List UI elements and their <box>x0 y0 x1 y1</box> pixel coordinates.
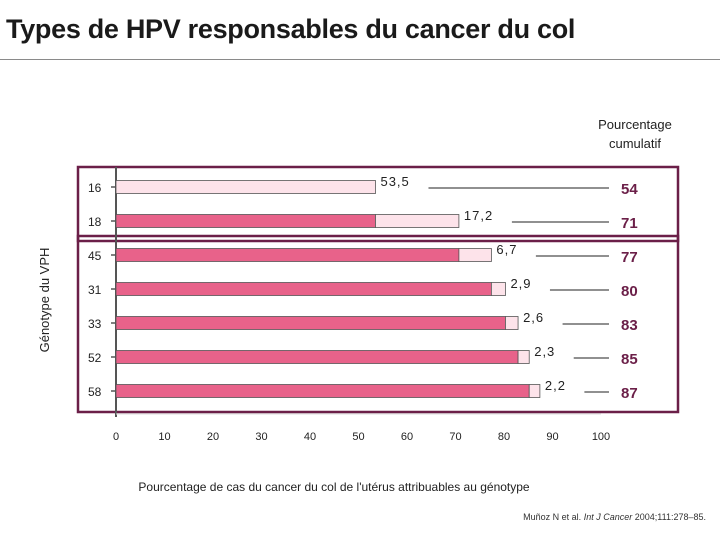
bar-cumulative-33 <box>115 316 506 330</box>
x-tick-label: 90 <box>546 431 558 443</box>
bar-cumulative-58 <box>115 384 530 398</box>
category-label-31: 31 <box>88 283 102 297</box>
x-tick-label: 60 <box>401 431 413 443</box>
bar-share-31 <box>490 282 506 296</box>
cumulative-value-45: 77 <box>621 249 638 266</box>
highlight-box-1 <box>76 165 680 243</box>
x-tick-label: 20 <box>207 431 219 443</box>
bar-share-52 <box>517 350 530 364</box>
bar-cumulative-31 <box>115 282 492 296</box>
citation: Muñoz N et al. Int J Cancer 2004;111:278… <box>523 512 706 522</box>
cumulative-value-16: 54 <box>621 181 638 198</box>
title-divider <box>0 59 720 60</box>
x-tick-label: 40 <box>304 431 316 443</box>
bar-share-58 <box>528 384 541 398</box>
bar-cumulative-45 <box>115 248 460 262</box>
bar-share-16 <box>115 180 376 194</box>
x-tick-label: 80 <box>498 431 510 443</box>
citation-ref: 2004;111:278–85. <box>634 512 706 522</box>
bar-cumulative-18 <box>115 214 376 228</box>
cumulative-value-18: 71 <box>621 215 638 232</box>
bar-share-45 <box>458 248 492 262</box>
x-tick-label: 10 <box>158 431 170 443</box>
value-label-18: 17,2 <box>464 208 493 223</box>
category-label-52: 52 <box>88 351 102 365</box>
cumulative-value-33: 83 <box>621 317 638 334</box>
value-label-16: 53,5 <box>380 174 409 189</box>
value-label-58: 2,2 <box>545 378 566 393</box>
x-tick-label: 0 <box>113 431 119 443</box>
x-tick-label: 30 <box>255 431 267 443</box>
category-label-33: 33 <box>88 317 102 331</box>
x-tick-label: 100 <box>592 431 610 443</box>
bar-share-18 <box>375 214 460 228</box>
category-label-45: 45 <box>88 249 102 263</box>
highlight-box-2 <box>76 234 680 414</box>
bar-share-33 <box>505 316 519 330</box>
cumulative-value-31: 80 <box>621 283 638 300</box>
x-tick-label: 50 <box>352 431 364 443</box>
citation-journal: Int J Cancer <box>583 512 633 522</box>
y-axis-title: Génotype du VPH <box>37 248 52 353</box>
slide-title: Types de HPV responsables du cancer du c… <box>6 14 576 44</box>
value-label-52: 2,3 <box>534 344 555 359</box>
value-label-45: 6,7 <box>496 242 517 257</box>
value-label-31: 2,9 <box>510 276 531 291</box>
citation-authors: Muñoz N et al. <box>523 512 582 522</box>
cumulative-value-52: 85 <box>621 351 638 368</box>
category-label-18: 18 <box>88 215 102 229</box>
category-label-58: 58 <box>88 385 102 399</box>
x-axis-title: Pourcentage de cas du cancer du col de l… <box>138 480 530 494</box>
value-label-33: 2,6 <box>523 310 544 325</box>
x-tick-label: 70 <box>449 431 461 443</box>
category-label-16: 16 <box>88 181 102 195</box>
bar-cumulative-52 <box>115 350 519 364</box>
cumulative-header: Pourcentage cumulatif <box>598 117 672 151</box>
cumulative-value-58: 87 <box>621 385 638 402</box>
